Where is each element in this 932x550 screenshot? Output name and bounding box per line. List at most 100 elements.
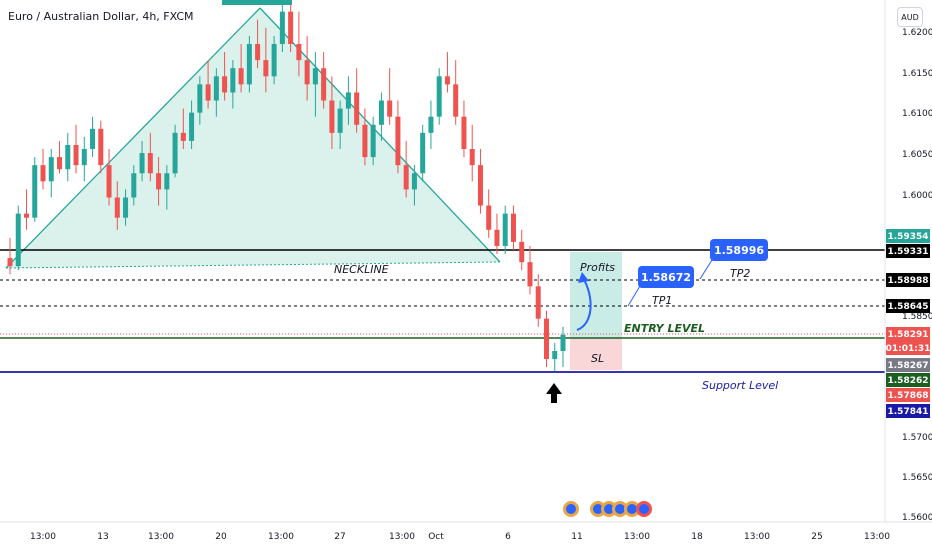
profit-arrow-head xyxy=(578,272,589,283)
candle-body xyxy=(444,76,450,85)
candle-body xyxy=(477,165,483,206)
candle-body xyxy=(189,112,195,141)
price-tick-label: 1.60000 xyxy=(902,191,932,201)
candle-body xyxy=(205,84,211,101)
tp1-connector xyxy=(627,285,641,307)
tp2-callout-value: 1.58996 xyxy=(714,244,764,257)
support-level-label: Support Level xyxy=(702,379,778,392)
profit-arrow-icon xyxy=(576,277,592,331)
candle-body xyxy=(180,132,186,141)
candle-body xyxy=(15,213,21,267)
candle-body xyxy=(329,100,335,133)
candle-body xyxy=(156,173,162,190)
candle-body xyxy=(213,76,219,101)
candle-body xyxy=(378,100,384,125)
candle-body xyxy=(362,124,368,158)
price-tag-label: 1.58262 xyxy=(888,376,929,386)
candle-body xyxy=(279,11,285,44)
price-tag: 1.57868 xyxy=(886,388,930,402)
price-tag-label: 1.57868 xyxy=(888,391,929,401)
price-tag: 1.58262 xyxy=(886,373,930,387)
candle-body xyxy=(246,43,252,85)
tp2-callout: 1.58996 xyxy=(710,239,768,261)
price-tick-label: 1.61500 xyxy=(902,69,932,79)
chart-title: Euro / Australian Dollar, 4h, FXCM xyxy=(8,10,194,23)
tp2-label: TP2 xyxy=(730,267,750,280)
event-icons[interactable] xyxy=(563,501,652,517)
tp1-callout: 1.58672 xyxy=(638,266,694,288)
time-tick-label: 13:00 xyxy=(624,532,650,542)
candle-body xyxy=(230,68,236,93)
price-tag: 1.58645 xyxy=(886,299,930,313)
price-tick-label: 1.60500 xyxy=(902,150,932,160)
candle-body xyxy=(139,153,145,174)
candle-body xyxy=(337,108,343,133)
stop-loss-zone xyxy=(570,338,622,370)
head-shoulders-fill xyxy=(6,8,500,268)
candle-body xyxy=(453,84,459,117)
candle-body xyxy=(32,165,38,218)
price-tick-label: 1.56500 xyxy=(902,473,932,483)
candle-body xyxy=(263,60,269,77)
sl-label: SL xyxy=(591,352,604,365)
candle-body xyxy=(461,116,467,150)
candle-body xyxy=(535,286,541,319)
price-tag-label: 1.58267 xyxy=(888,361,929,371)
price-axis-ticks: 1.62000 1.61500 1.61000 1.60500 1.60000 1.585… xyxy=(902,28,932,523)
time-axis-ticks: 13:00 13 13:00 20 13:00 27 13:00 Oct 6 11 13:00 18 1… xyxy=(30,532,890,542)
candle-body xyxy=(552,350,558,360)
pattern-top-label xyxy=(222,0,292,5)
candle-body xyxy=(321,68,327,101)
price-tick-label: 1.58500 xyxy=(902,312,932,322)
candle-body xyxy=(510,213,516,242)
candle-body xyxy=(48,157,54,182)
price-tick-label: 1.56000 xyxy=(902,513,932,523)
price-tick-label: 1.61000 xyxy=(902,109,932,119)
price-tick-label: 1.57000 xyxy=(902,433,932,443)
candle-body xyxy=(494,229,500,246)
candle-body xyxy=(164,173,170,190)
candle-body xyxy=(131,173,137,198)
currency-button[interactable]: AUD xyxy=(897,7,923,27)
neckline-label: NECKLINE xyxy=(334,263,389,276)
tp2-connector xyxy=(699,259,713,280)
tp1-label: TP1 xyxy=(652,294,672,307)
time-tick-label: 13 xyxy=(97,532,108,542)
price-tag-label: 1.58291 xyxy=(888,330,929,340)
price-tag-label: 01:01:31 xyxy=(886,344,931,354)
time-tick-label: 6 xyxy=(505,532,511,542)
candle-body xyxy=(502,213,508,246)
time-tick-label: 20 xyxy=(215,532,227,542)
candle-body xyxy=(527,262,533,287)
price-tag: 1.58988 xyxy=(886,273,930,287)
candle-body xyxy=(304,60,310,85)
price-tag-label: 1.58645 xyxy=(888,302,929,312)
price-tick-label: 1.62000 xyxy=(902,28,932,38)
candle-body xyxy=(238,68,244,85)
candle-body xyxy=(57,157,63,170)
candle-body xyxy=(560,334,566,351)
candle-body xyxy=(370,124,376,158)
time-tick-label: 18 xyxy=(691,532,703,542)
candle-body xyxy=(24,213,30,218)
time-tick-label: 13:00 xyxy=(148,532,174,542)
candle-body xyxy=(147,153,153,174)
candle-body xyxy=(65,144,71,170)
candle-body xyxy=(73,144,79,166)
price-tag-label: 1.59331 xyxy=(888,247,929,257)
candle-body xyxy=(123,197,129,218)
candle-body xyxy=(114,197,120,218)
candle-body xyxy=(222,76,228,93)
time-tick-label: 13:00 xyxy=(30,532,56,542)
candle-body xyxy=(436,76,442,117)
time-tick-label: 13:00 xyxy=(744,532,770,542)
price-tag: 1.59331 xyxy=(886,244,930,258)
candle-body xyxy=(403,165,409,190)
price-tag-label: 1.59354 xyxy=(888,232,929,242)
price-tag: 01:01:31 xyxy=(886,341,931,355)
price-tag: 1.58291 xyxy=(886,327,930,341)
time-tick-label: 11 xyxy=(571,532,582,542)
candle-body xyxy=(519,241,525,263)
candle-body xyxy=(469,149,475,166)
